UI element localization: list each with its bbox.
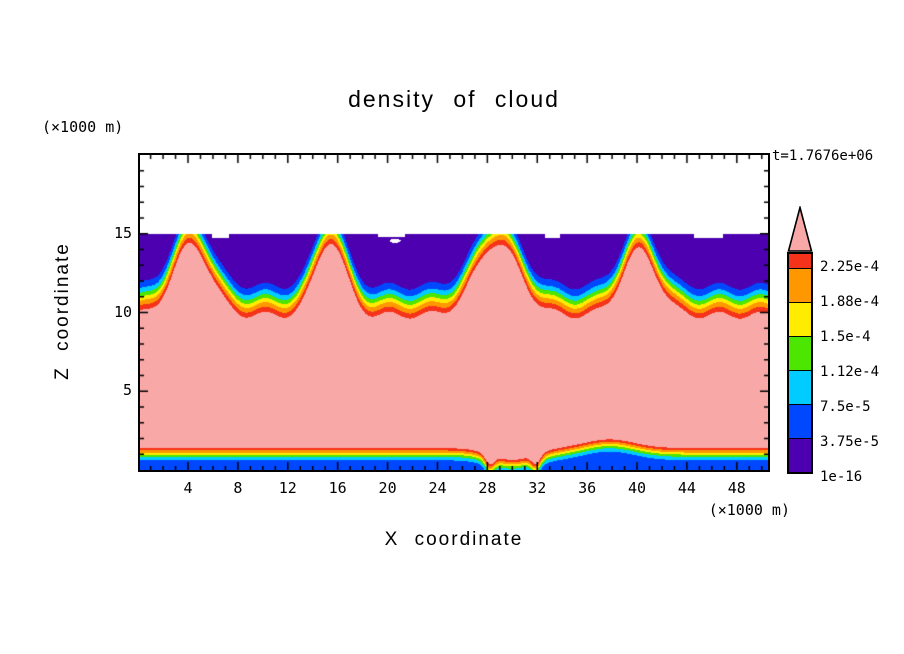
colorbar xyxy=(787,206,813,474)
x-axis-label: X coordinate xyxy=(384,529,524,550)
x-tick-label: 12 xyxy=(278,479,297,497)
colorbar-band xyxy=(789,370,811,404)
x-tick-label: 32 xyxy=(528,479,547,497)
z-tick-label: 15 xyxy=(113,223,132,242)
colorbar-band xyxy=(789,438,811,472)
time-annotation: t=1.7676e+06 xyxy=(772,148,874,164)
density-heatmap-canvas xyxy=(140,155,768,470)
colorbar-tick-label: 7.5e-5 xyxy=(820,399,871,415)
colorbar-bands xyxy=(787,252,813,474)
colorbar-tick-label: 1.5e-4 xyxy=(820,329,871,345)
colorbar-band xyxy=(789,254,811,268)
colorbar-tick-label: 1e-16 xyxy=(820,469,863,485)
x-tick-label: 24 xyxy=(428,479,447,497)
z-axis-label-wrap: Z coordinate xyxy=(46,153,80,468)
chart-title: density of cloud xyxy=(348,86,560,112)
colorbar-tick-label: 3.75e-5 xyxy=(820,434,880,450)
colorbar-overflow-arrow-icon xyxy=(787,206,813,252)
colorbar-band xyxy=(789,404,811,438)
z-axis-units: (×1000 m) xyxy=(42,118,124,136)
colorbar-band xyxy=(789,336,811,370)
colorbar-tick-label: 1.12e-4 xyxy=(820,364,880,380)
colorbar-band xyxy=(789,268,811,302)
x-tick-label: 44 xyxy=(677,479,696,497)
colorbar-tick-label: 2.25e-4 xyxy=(820,259,880,275)
z-tick-label: 5 xyxy=(122,381,132,400)
x-tick-label: 20 xyxy=(378,479,397,497)
colorbar-tick-label: 1.88e-4 xyxy=(820,294,880,310)
x-tick-label: 4 xyxy=(183,479,193,497)
x-tick-label: 40 xyxy=(628,479,647,497)
z-tick-label: 10 xyxy=(113,302,132,321)
x-tick-label: 28 xyxy=(478,479,497,497)
x-axis-units: (×1000 m) xyxy=(708,501,790,519)
x-tick-label: 16 xyxy=(328,479,347,497)
z-axis-label: Z coordinate xyxy=(52,241,73,380)
plot-frame xyxy=(138,153,770,472)
colorbar-band xyxy=(789,302,811,336)
x-tick-label: 8 xyxy=(233,479,243,497)
x-tick-label: 36 xyxy=(578,479,597,497)
x-tick-label: 48 xyxy=(727,479,746,497)
